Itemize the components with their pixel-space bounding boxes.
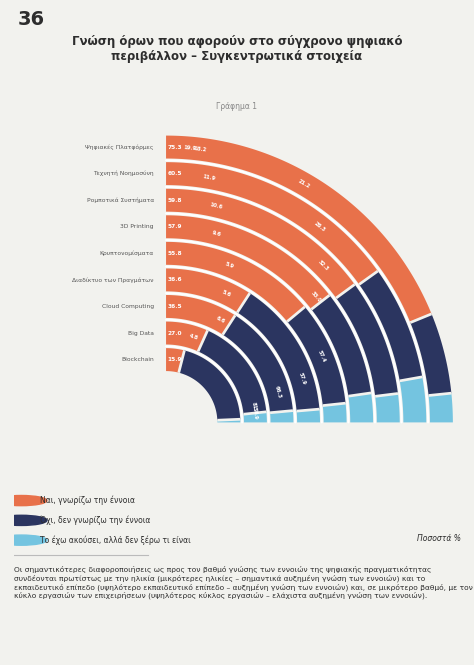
Circle shape (0, 535, 47, 545)
Text: Blockchain: Blockchain (121, 357, 154, 362)
Polygon shape (166, 162, 378, 285)
Polygon shape (218, 419, 240, 422)
Polygon shape (243, 410, 266, 416)
Text: Big Data: Big Data (128, 331, 154, 336)
Text: Γνώση όρων που αφορούν στο σύγχρονο ψηφιακό
περιβάλλον – Συγκεντρωτικά στοιχεία: Γνώση όρων που αφορούν στο σύγχρονο ψηφι… (72, 35, 402, 63)
Polygon shape (197, 330, 209, 352)
Polygon shape (166, 295, 235, 334)
Polygon shape (410, 313, 432, 324)
Text: Όχι, δεν γνωρίζω την έννοια: Όχι, δεν γνωρίζω την έννοια (40, 515, 150, 525)
Text: 55.8: 55.8 (168, 251, 182, 256)
Polygon shape (359, 271, 422, 381)
Text: 60.5: 60.5 (168, 171, 182, 176)
Polygon shape (166, 189, 355, 298)
Polygon shape (428, 393, 453, 422)
Text: Ποσοστά %: Ποσοστά % (417, 534, 461, 543)
Polygon shape (375, 392, 398, 398)
Text: 6.6: 6.6 (215, 316, 226, 325)
Polygon shape (287, 307, 346, 406)
Text: Γράφημα 1: Γράφημα 1 (217, 102, 257, 111)
Text: Ψηφιακές Πλατφόρμες: Ψηφιακές Πλατφόρμες (85, 144, 154, 150)
Polygon shape (221, 315, 237, 335)
Text: 57.9: 57.9 (252, 406, 258, 420)
Text: 11.9: 11.9 (202, 174, 216, 181)
Polygon shape (400, 377, 426, 422)
Polygon shape (428, 392, 452, 397)
Polygon shape (166, 215, 329, 309)
Text: 66.3: 66.3 (274, 386, 282, 400)
Polygon shape (166, 348, 184, 372)
Polygon shape (217, 418, 240, 422)
Polygon shape (336, 285, 398, 396)
Polygon shape (410, 314, 451, 396)
Polygon shape (166, 269, 250, 313)
Text: 36.6: 36.6 (168, 277, 182, 283)
Polygon shape (296, 408, 319, 412)
Polygon shape (400, 376, 422, 382)
Text: 9.6: 9.6 (211, 230, 222, 237)
Polygon shape (270, 410, 293, 422)
Text: 19.9: 19.9 (183, 145, 197, 151)
Text: 57.9: 57.9 (168, 224, 182, 229)
Polygon shape (166, 322, 208, 351)
Text: 36.5: 36.5 (168, 304, 182, 309)
Text: 59.8: 59.8 (168, 198, 182, 203)
Text: 5.6: 5.6 (221, 289, 232, 297)
Polygon shape (335, 283, 356, 299)
Text: Διαδίκτυο των Πραγμάτων: Διαδίκτυο των Πραγμάτων (73, 277, 154, 283)
Polygon shape (179, 350, 240, 420)
Circle shape (0, 515, 47, 525)
Polygon shape (244, 412, 267, 422)
Polygon shape (166, 136, 431, 323)
Polygon shape (198, 331, 266, 414)
Polygon shape (236, 293, 251, 313)
Polygon shape (310, 294, 330, 311)
Polygon shape (297, 409, 320, 422)
Polygon shape (166, 242, 305, 322)
Text: 36: 36 (18, 11, 45, 29)
Text: 3D Printing: 3D Printing (120, 224, 154, 229)
Polygon shape (323, 403, 346, 422)
Text: 5.9: 5.9 (224, 261, 235, 270)
Text: 75.3: 75.3 (168, 144, 182, 150)
Text: 18.2: 18.2 (193, 146, 206, 152)
Text: 28.3: 28.3 (312, 220, 326, 232)
Polygon shape (223, 315, 293, 413)
Polygon shape (323, 402, 346, 407)
Text: 33.0: 33.0 (310, 290, 322, 303)
Text: 15.9: 15.9 (168, 357, 182, 362)
Text: 27.0: 27.0 (168, 331, 182, 336)
Text: Κρυπτονομίσματα: Κρυπτονομίσματα (100, 251, 154, 256)
Text: Τεχνητή Νοημοσύνη: Τεχνητή Νοημοσύνη (93, 171, 154, 176)
Text: 57.9: 57.9 (297, 372, 306, 385)
Text: Οι σημαντικότερες διαφοροποιήσεις ως προς τον βαθμό γνώσης των εννοιών της ψηφια: Οι σημαντικότερες διαφοροποιήσεις ως προ… (14, 566, 473, 599)
Polygon shape (348, 392, 371, 398)
Polygon shape (311, 295, 371, 396)
Polygon shape (237, 293, 319, 411)
Polygon shape (358, 270, 379, 285)
Text: 81.4: 81.4 (251, 402, 258, 416)
Polygon shape (375, 394, 400, 422)
Text: Ρομποτικά Συστήματα: Ρομποτικά Συστήματα (87, 198, 154, 203)
Text: 21.2: 21.2 (297, 178, 310, 190)
Polygon shape (177, 350, 186, 373)
Text: 4.8: 4.8 (189, 334, 199, 341)
Polygon shape (348, 393, 373, 422)
Polygon shape (286, 306, 306, 323)
Text: 32.3: 32.3 (317, 259, 329, 271)
Text: 57.4: 57.4 (317, 349, 327, 363)
Text: Ναι, γνωρίζω την έννοια: Ναι, γνωρίζω την έννοια (40, 496, 135, 505)
Text: Το έχω ακούσει, αλλά δεν ξέρω τι είναι: Το έχω ακούσει, αλλά δεν ξέρω τι είναι (40, 535, 191, 545)
Text: 10.6: 10.6 (209, 202, 223, 209)
Circle shape (0, 495, 47, 505)
Text: Cloud Computing: Cloud Computing (102, 304, 154, 309)
Polygon shape (270, 409, 293, 414)
